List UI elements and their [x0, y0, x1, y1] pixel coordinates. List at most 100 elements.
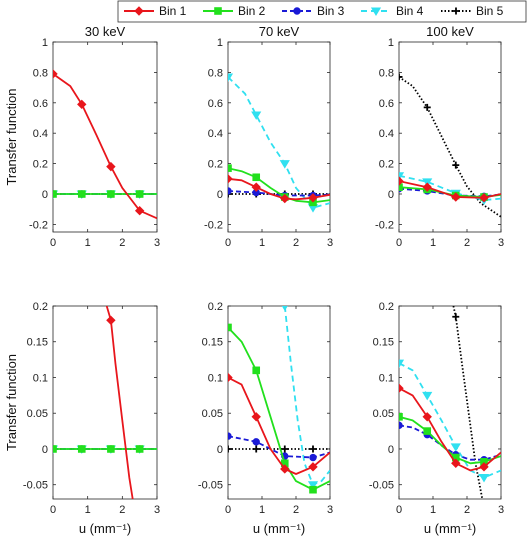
legend-marker	[293, 7, 301, 15]
data-point	[308, 193, 318, 203]
data-point	[423, 103, 431, 111]
data-point	[399, 421, 403, 430]
y-tick-label: 0	[42, 444, 48, 456]
data-point	[281, 445, 289, 453]
y-tick-label: 0.05	[373, 408, 394, 420]
series-bin-4	[399, 359, 501, 483]
data-point	[423, 427, 432, 435]
y-tick-label: 0.15	[27, 337, 48, 349]
data-point	[309, 453, 317, 462]
legend-marker	[370, 7, 382, 16]
data-point	[134, 206, 145, 216]
x-tick-label: 3	[498, 237, 504, 249]
x-tick-label: 2	[293, 504, 299, 516]
x-tick-label: 0	[225, 504, 231, 516]
series-bin-3	[228, 432, 330, 462]
series-line	[283, 306, 330, 486]
y-tick-label: 1	[217, 37, 223, 49]
data-point	[107, 445, 115, 453]
y-tick-label: 0.6	[33, 98, 48, 110]
series-bin-2	[53, 190, 157, 198]
x-tick-label: 3	[154, 237, 160, 249]
data-point	[281, 306, 288, 311]
data-point	[399, 412, 403, 421]
y-tick-label: 0	[217, 189, 223, 201]
plot-area	[228, 73, 330, 213]
data-point	[228, 372, 233, 383]
x-tick-label: 2	[464, 504, 470, 516]
series-bin-1	[228, 174, 330, 204]
series-line	[399, 174, 501, 202]
y-tick-label: -0.2	[375, 219, 394, 231]
data-point	[479, 462, 489, 472]
y-tick-label: 0.4	[379, 128, 394, 140]
legend-marker	[214, 7, 222, 15]
axes-box	[227, 305, 331, 500]
legend-box	[117, 0, 527, 23]
y-tick-label: 0.6	[208, 98, 223, 110]
y-tick-label: 0.2	[33, 159, 48, 171]
data-point	[309, 485, 317, 494]
x-tick-label: 1	[430, 237, 436, 249]
data-point	[251, 412, 261, 422]
legend-entry: Bin 4	[361, 4, 424, 18]
legend-label: Bin 5	[476, 4, 504, 18]
data-point	[228, 73, 234, 82]
data-point	[280, 193, 290, 204]
x-tick-label: 0	[396, 504, 402, 516]
x-tick-label: 0	[50, 237, 56, 249]
y-tick-label: 0.1	[33, 372, 48, 384]
data-point	[309, 445, 317, 453]
data-point	[228, 432, 232, 440]
y-tick-label: 0.15	[202, 337, 223, 349]
data-point	[307, 481, 319, 490]
y-tick-label: 0.15	[373, 337, 394, 349]
data-point	[228, 174, 233, 184]
data-point	[53, 69, 58, 79]
data-point	[308, 462, 318, 472]
x-tick-label: 2	[293, 237, 299, 249]
data-point	[228, 190, 232, 198]
y-tick-label: 0.2	[379, 159, 394, 171]
x-axis-label: u (mm⁻¹)	[424, 521, 476, 536]
x-tick-label: 1	[85, 237, 91, 249]
data-point	[280, 464, 290, 474]
x-tick-label: 3	[327, 237, 333, 249]
panel-6: 0 1 2 30.20.150.10.050-0.05u (mm⁻¹)	[369, 301, 504, 536]
axes-box	[398, 305, 502, 500]
panel-2: 0 1 2 310.80.60.40.20-0.270 keV	[204, 24, 333, 249]
data-point	[422, 182, 432, 192]
legend-label: Bin 4	[396, 4, 424, 18]
data-point	[228, 164, 232, 172]
legend-marker	[134, 6, 144, 16]
data-point	[422, 412, 432, 422]
series-bin-1	[399, 176, 501, 203]
data-point	[135, 190, 144, 198]
data-point	[228, 445, 232, 453]
y-tick-label: 0.8	[208, 67, 223, 79]
data-point	[422, 178, 433, 187]
data-point	[106, 315, 116, 326]
data-point	[451, 192, 461, 202]
data-point	[53, 190, 57, 198]
y-tick-label: 0.2	[379, 301, 394, 313]
y-tick-label: 0.4	[208, 128, 223, 140]
series-bin-5	[228, 445, 330, 453]
y-tick-label: -0.2	[204, 219, 223, 231]
data-point	[252, 366, 261, 375]
series-bin-4	[281, 306, 330, 490]
data-point	[106, 161, 116, 172]
plot-area	[53, 69, 157, 220]
series-bin-5	[399, 73, 501, 218]
x-tick-label: 1	[430, 504, 436, 516]
data-point	[399, 383, 404, 393]
y-tick-label: 1	[388, 37, 394, 49]
data-point	[479, 193, 489, 203]
data-point	[451, 458, 461, 468]
axes-box	[52, 41, 158, 233]
data-point	[251, 111, 262, 120]
x-tick-label: 2	[464, 237, 470, 249]
panel-title: 30 keV	[85, 24, 126, 39]
